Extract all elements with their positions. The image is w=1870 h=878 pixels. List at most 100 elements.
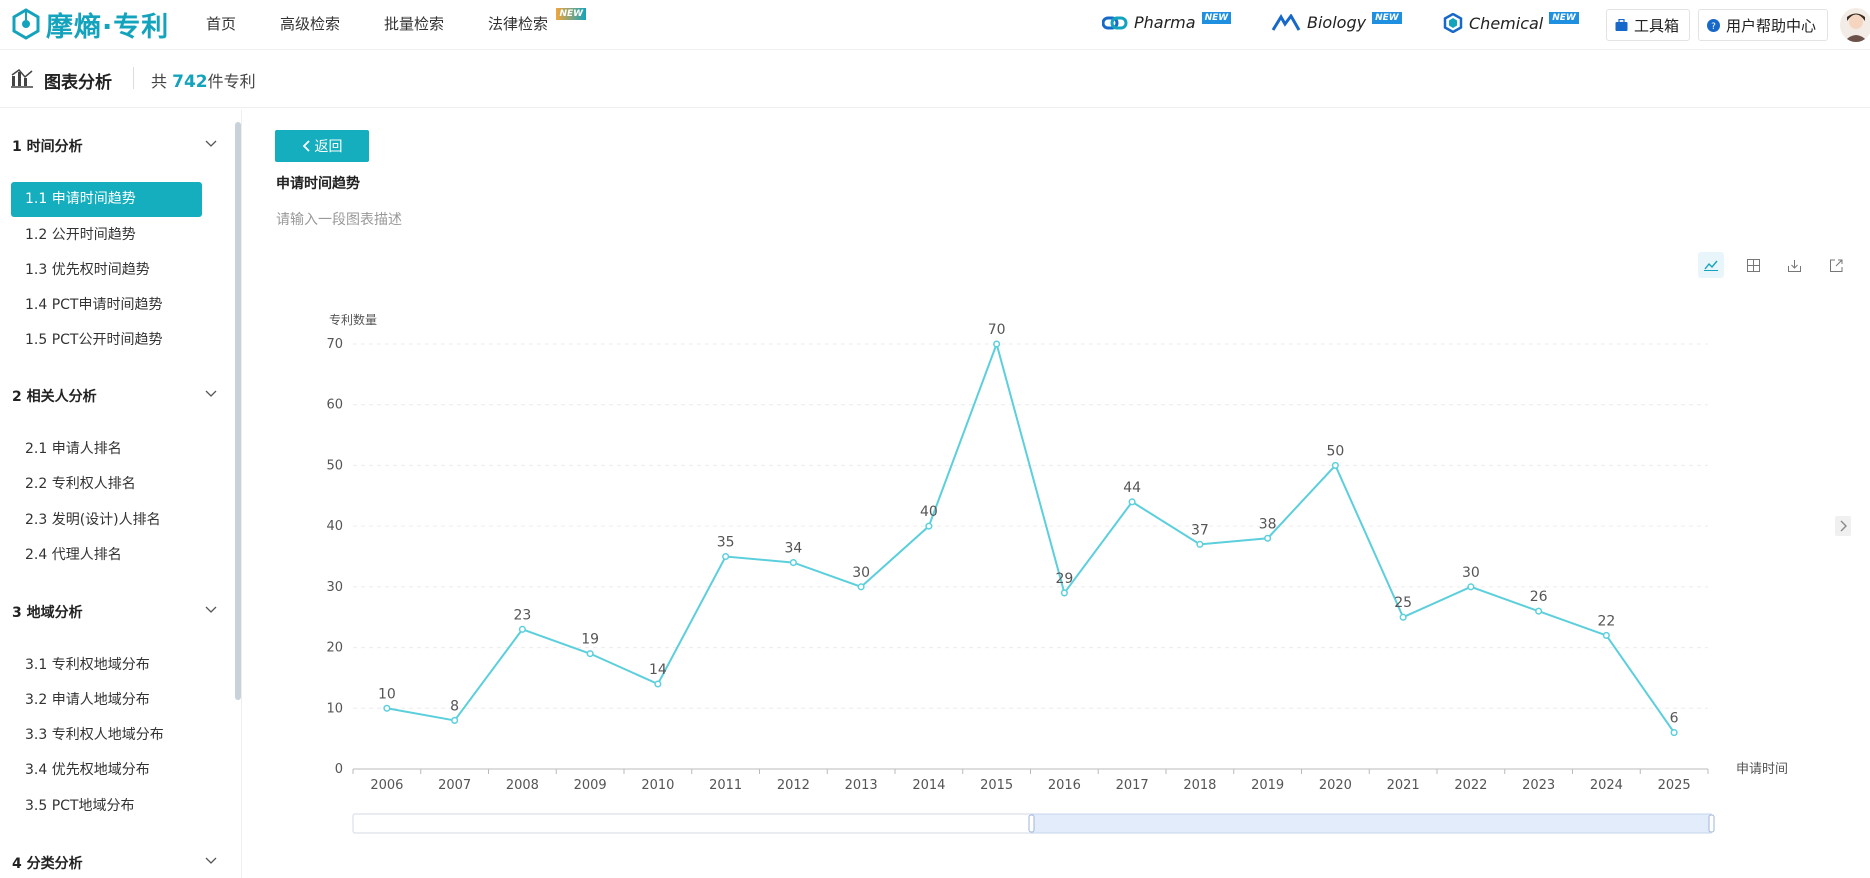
data-point (1602, 631, 1610, 639)
chevron-left-icon (302, 140, 310, 152)
data-label: 8 (450, 698, 459, 714)
chevron-right-icon (1840, 520, 1847, 532)
divider (133, 67, 134, 89)
x-tick-label: 2006 (370, 778, 403, 793)
data-point (722, 552, 730, 561)
sidebar-item-patentee-rank[interactable]: 2.2 专利权人排名 (25, 476, 136, 492)
y-tick-label: 50 (326, 458, 343, 473)
collapse-tab[interactable] (1835, 516, 1851, 536)
help-center-button[interactable]: ? 用户帮助中心 (1698, 9, 1828, 41)
x-tick-label: 2016 (1048, 778, 1081, 793)
x-tick-label: 2018 (1183, 778, 1216, 793)
data-point (1264, 534, 1272, 542)
x-tick-label: 2017 (1116, 778, 1149, 793)
table-icon (1746, 258, 1760, 272)
svg-text:?: ? (1711, 22, 1716, 32)
x-tick-label: 2023 (1522, 778, 1555, 793)
sidebar-item-application-trend[interactable]: 1.1 申请时间趋势 (11, 182, 202, 217)
sidebar-item-pct-publication-trend[interactable]: 1.5 PCT公开时间趋势 (25, 332, 163, 348)
chevron-down-icon (205, 390, 217, 397)
nav-advanced-search[interactable]: 高级检索 (280, 15, 341, 33)
sidebar-group-parties[interactable]: 2 相关人分析 (12, 386, 217, 406)
sidebar-item-inventor-rank[interactable]: 2.3 发明(设计)人排名 (25, 512, 161, 528)
y-tick-label: 70 (326, 337, 343, 352)
sidebar-item-priority-region[interactable]: 3.4 优先权地域分布 (25, 762, 150, 778)
analysis-header: 图表分析 共 742件专利 (0, 52, 1870, 108)
x-tick-label: 2010 (641, 778, 674, 793)
sidebar-item-pct-application-trend[interactable]: 1.4 PCT申请时间趋势 (25, 297, 163, 313)
data-label: 25 (1394, 595, 1412, 611)
sidebar-item-patentee-region[interactable]: 3.3 专利权人地域分布 (25, 727, 164, 743)
x-tick-label: 2015 (980, 778, 1013, 793)
group-label: 1 时间分析 (12, 139, 83, 155)
chemical-link[interactable]: Chemical NEW (1443, 12, 1579, 33)
data-point (1535, 607, 1543, 615)
back-label: 返回 (314, 139, 343, 155)
x-tick-label: 2024 (1590, 778, 1623, 793)
data-point (993, 340, 1001, 348)
brand-logo[interactable]: 摩熵·专利 (10, 6, 170, 43)
y-tick-label: 40 (326, 519, 343, 534)
data-point (451, 716, 459, 724)
series-line (386, 340, 1675, 734)
group-label: 4 分类分析 (12, 856, 83, 872)
data-point (789, 559, 797, 567)
nav-legal-search[interactable]: 法律检索 NEW (488, 8, 587, 34)
main-nav: 首页 高级检索 批量检索 法律检索 NEW (206, 8, 592, 34)
zoom-slider-handle-left (1028, 814, 1035, 833)
new-badge: NEW (1201, 11, 1232, 24)
open-external-button[interactable] (1823, 252, 1849, 278)
y-tick-label: 20 (326, 641, 343, 656)
data-label: 40 (920, 504, 938, 520)
pharma-link[interactable]: Pharma NEW (1102, 11, 1232, 32)
sidebar-item-agent-rank[interactable]: 2.4 代理人排名 (25, 547, 122, 563)
chevron-down-icon (205, 140, 217, 147)
data-point (654, 680, 662, 688)
data-label: 23 (513, 607, 531, 623)
nav-legal-search-label: 法律检索 (488, 15, 549, 33)
sidebar-group-region[interactable]: 3 地域分析 (12, 602, 217, 622)
sidebar-group-time[interactable]: 1 时间分析 (12, 136, 217, 156)
new-badge: NEW (556, 8, 587, 20)
avatar-icon (1840, 8, 1870, 42)
toolbox-button[interactable]: 工具箱 (1606, 9, 1690, 41)
sidebar-group-classification[interactable]: 4 分类分析 (12, 853, 217, 873)
back-button[interactable]: 返回 (275, 130, 369, 162)
new-badge: NEW (1549, 12, 1579, 24)
nav-home[interactable]: 首页 (206, 15, 237, 33)
download-button[interactable] (1781, 252, 1807, 278)
sidebar-item-applicant-region[interactable]: 3.2 申请人地域分布 (25, 692, 150, 708)
table-view-toggle[interactable] (1740, 252, 1766, 278)
sidebar-item-applicant-rank[interactable]: 2.1 申请人排名 (25, 441, 122, 457)
zoom-slider-selection (1031, 813, 1712, 834)
trend-chart: 0 10 20 30 40 50 60 70 2006 2007 2008 2009 2010 2011 2… (326, 312, 1788, 834)
new-badge: NEW (1372, 11, 1402, 24)
chart-title: 申请时间趋势 (276, 176, 360, 192)
data-label: 10 (378, 686, 396, 702)
user-avatar[interactable] (1840, 8, 1870, 42)
data-point (586, 650, 594, 658)
group-label: 2 相关人分析 (12, 389, 97, 405)
brand-name: 摩熵·专利 (46, 11, 170, 43)
x-tick-label: 2022 (1454, 778, 1487, 793)
sidebar-item-priority-trend[interactable]: 1.3 优先权时间趋势 (25, 262, 150, 278)
chart-description-input[interactable]: 请输入一段图表描述 (276, 212, 402, 228)
line-chart-toggle[interactable] (1698, 252, 1724, 278)
sidebar-scrollbar[interactable] (235, 122, 241, 700)
analysis-sidebar: 1 时间分析 1.1 申请时间趋势 1.2 公开时间趋势 1.3 优先权时间趋势… (0, 110, 242, 878)
bar-chart-icon (11, 68, 33, 88)
y-tick-label: 30 (326, 580, 343, 595)
biology-icon (1271, 13, 1301, 31)
nav-batch-search[interactable]: 批量检索 (384, 15, 445, 33)
biology-link[interactable]: Biology NEW (1271, 11, 1402, 32)
x-tick-label: 2008 (506, 778, 539, 793)
data-label: 70 (988, 322, 1006, 338)
sidebar-item-publication-trend[interactable]: 1.2 公开时间趋势 (25, 227, 136, 243)
data-point (925, 522, 933, 530)
page-title: 图表分析 (44, 73, 112, 93)
sidebar-item-patent-region[interactable]: 3.1 专利权地域分布 (25, 657, 150, 673)
data-label: 29 (1055, 571, 1073, 587)
chevron-down-icon (205, 606, 217, 613)
x-tick-label: 2012 (777, 778, 810, 793)
sidebar-item-pct-region[interactable]: 3.5 PCT地域分布 (25, 798, 135, 814)
